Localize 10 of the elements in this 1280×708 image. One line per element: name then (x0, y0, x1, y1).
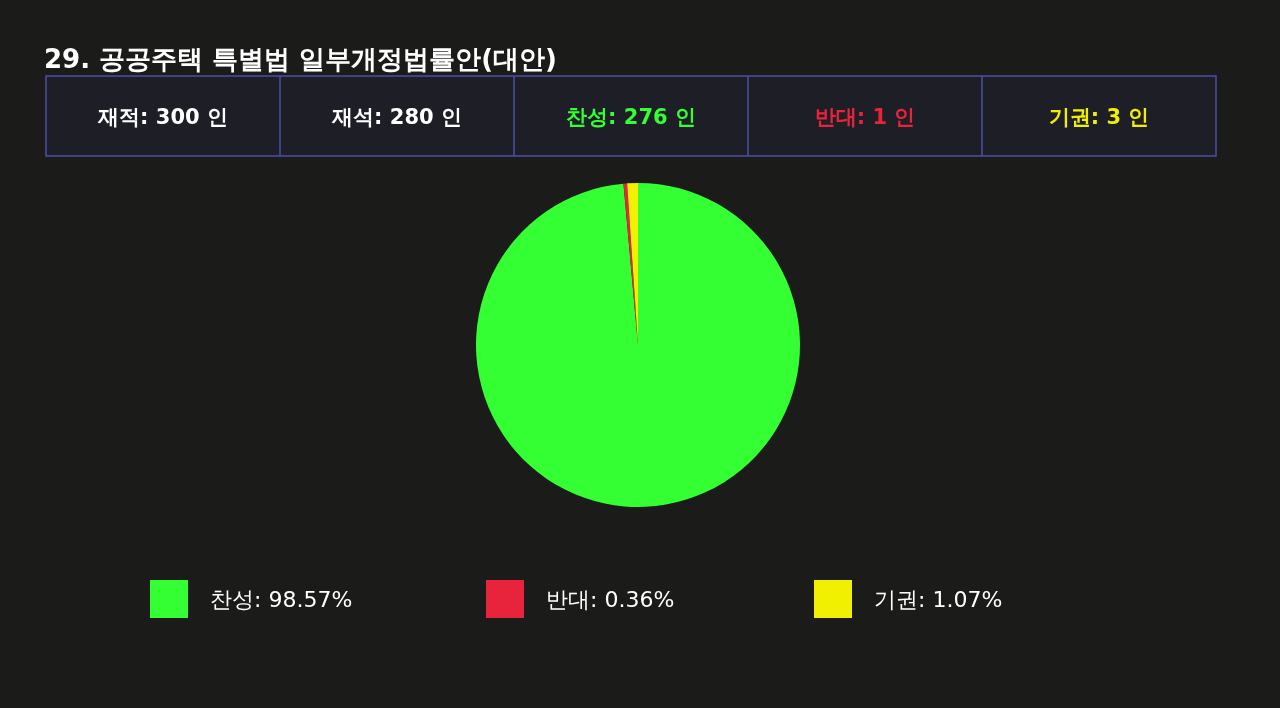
text: 반대: 1 인 (814, 105, 916, 129)
text: 재석: 280 인 (331, 105, 462, 129)
text: 찬성: 276 인 (566, 105, 696, 129)
pie-slice (476, 183, 800, 507)
legend-label: 찬성: 98.57% (210, 587, 353, 612)
text: 기권: 3 인 (1048, 105, 1150, 129)
legend-label: 기권: 1.07% (874, 587, 1003, 612)
legend-label: 반대: 0.36% (546, 587, 675, 612)
text: 재적: 300 인 (97, 105, 228, 129)
chart-title: 29. 공공주택 특별법 일부개정법률안(대안) (44, 44, 557, 74)
